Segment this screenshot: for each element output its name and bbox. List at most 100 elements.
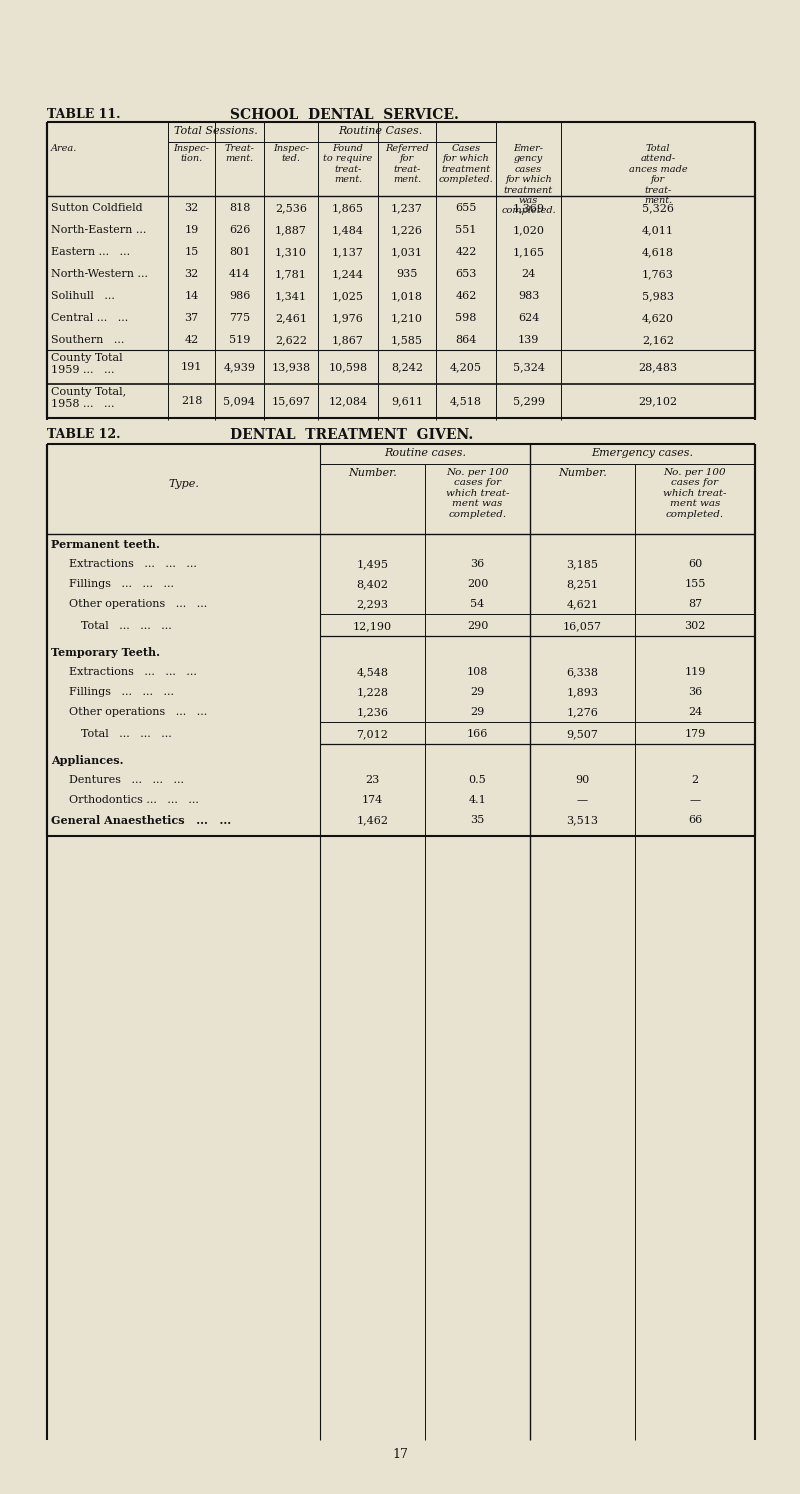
Text: 1,020: 1,020 — [513, 226, 545, 235]
Text: 4,621: 4,621 — [566, 599, 598, 610]
Text: Eastern ...   ...: Eastern ... ... — [51, 247, 130, 257]
Text: 598: 598 — [455, 314, 477, 323]
Text: Extractions   ...   ...   ...: Extractions ... ... ... — [69, 559, 197, 569]
Text: 983: 983 — [518, 291, 539, 300]
Text: 90: 90 — [575, 775, 590, 784]
Text: 4,620: 4,620 — [642, 314, 674, 323]
Text: Fillings   ...   ...   ...: Fillings ... ... ... — [69, 687, 174, 698]
Text: 29,102: 29,102 — [638, 396, 678, 406]
Text: Extractions   ...   ...   ...: Extractions ... ... ... — [69, 666, 197, 677]
Text: DENTAL  TREATMENT  GIVEN.: DENTAL TREATMENT GIVEN. — [230, 427, 474, 442]
Text: 4,939: 4,939 — [223, 362, 255, 372]
Text: Dentures   ...   ...   ...: Dentures ... ... ... — [69, 775, 184, 784]
Text: 17: 17 — [392, 1449, 408, 1461]
Text: 155: 155 — [684, 580, 706, 589]
Text: 24: 24 — [522, 269, 536, 279]
Text: Inspec-
ted.: Inspec- ted. — [273, 143, 309, 163]
Text: 24: 24 — [688, 707, 702, 717]
Text: 87: 87 — [688, 599, 702, 610]
Text: TABLE 11.: TABLE 11. — [47, 108, 121, 121]
Text: 5,983: 5,983 — [642, 291, 674, 300]
Text: —: — — [690, 795, 701, 805]
Text: Total
attend-
ances made
for
treat-
ment.: Total attend- ances made for treat- ment… — [629, 143, 687, 205]
Text: 108: 108 — [467, 666, 488, 677]
Text: 2: 2 — [691, 775, 698, 784]
Text: 4,011: 4,011 — [642, 226, 674, 235]
Text: 1,462: 1,462 — [357, 816, 389, 825]
Text: 36: 36 — [470, 559, 485, 569]
Text: Type.: Type. — [168, 480, 199, 489]
Text: Number.: Number. — [558, 468, 607, 478]
Text: 818: 818 — [229, 203, 250, 214]
Text: 551: 551 — [455, 226, 477, 235]
Text: 191: 191 — [181, 362, 202, 372]
Text: 179: 179 — [684, 729, 706, 740]
Text: 32: 32 — [184, 269, 198, 279]
Text: 12,084: 12,084 — [329, 396, 367, 406]
Text: 8,402: 8,402 — [357, 580, 389, 589]
Text: Total Sessions.: Total Sessions. — [174, 125, 258, 136]
Text: 14: 14 — [184, 291, 198, 300]
Text: 624: 624 — [518, 314, 539, 323]
Text: 119: 119 — [684, 666, 706, 677]
Text: 4.1: 4.1 — [469, 795, 486, 805]
Text: 2,622: 2,622 — [275, 335, 307, 345]
Text: 139: 139 — [518, 335, 539, 345]
Text: 2,293: 2,293 — [357, 599, 389, 610]
Text: 2,536: 2,536 — [275, 203, 307, 214]
Text: 1,781: 1,781 — [275, 269, 307, 279]
Text: 801: 801 — [229, 247, 250, 257]
Text: Orthodontics ...   ...   ...: Orthodontics ... ... ... — [69, 795, 199, 805]
Text: 1,369: 1,369 — [513, 203, 545, 214]
Text: Emer-
gency
cases
for which
treatment
was
completed.: Emer- gency cases for which treatment wa… — [501, 143, 556, 215]
Text: 7,012: 7,012 — [357, 729, 389, 740]
Text: 1,495: 1,495 — [357, 559, 389, 569]
Text: 414: 414 — [229, 269, 250, 279]
Text: 16,057: 16,057 — [563, 622, 602, 630]
Text: 302: 302 — [684, 622, 706, 630]
Text: 200: 200 — [467, 580, 488, 589]
Text: 1,165: 1,165 — [513, 247, 545, 257]
Text: 9,507: 9,507 — [566, 729, 598, 740]
Text: 8,242: 8,242 — [391, 362, 423, 372]
Text: 1,484: 1,484 — [332, 226, 364, 235]
Text: 1,018: 1,018 — [391, 291, 423, 300]
Text: Temporary Teeth.: Temporary Teeth. — [51, 647, 160, 657]
Text: 15: 15 — [184, 247, 198, 257]
Text: 4,618: 4,618 — [642, 247, 674, 257]
Text: 3,185: 3,185 — [566, 559, 598, 569]
Text: Appliances.: Appliances. — [51, 754, 123, 765]
Text: Found
to require
treat-
ment.: Found to require treat- ment. — [323, 143, 373, 184]
Text: 1,887: 1,887 — [275, 226, 307, 235]
Text: Southern   ...: Southern ... — [51, 335, 124, 345]
Text: 1,210: 1,210 — [391, 314, 423, 323]
Text: 1,226: 1,226 — [391, 226, 423, 235]
Text: 935: 935 — [396, 269, 418, 279]
Text: 1,276: 1,276 — [566, 707, 598, 717]
Text: 519: 519 — [229, 335, 250, 345]
Text: 54: 54 — [470, 599, 485, 610]
Text: Central ...   ...: Central ... ... — [51, 314, 128, 323]
Text: 8,251: 8,251 — [566, 580, 598, 589]
Text: 5,326: 5,326 — [642, 203, 674, 214]
Text: 1,867: 1,867 — [332, 335, 364, 345]
Text: 13,938: 13,938 — [271, 362, 310, 372]
Text: TABLE 12.: TABLE 12. — [47, 427, 121, 441]
Text: 1,585: 1,585 — [391, 335, 423, 345]
Text: 66: 66 — [688, 816, 702, 825]
Text: 10,598: 10,598 — [329, 362, 367, 372]
Text: 15,697: 15,697 — [271, 396, 310, 406]
Text: 5,094: 5,094 — [223, 396, 255, 406]
Text: 1,976: 1,976 — [332, 314, 364, 323]
Text: 1,228: 1,228 — [357, 687, 389, 698]
Text: 1,031: 1,031 — [391, 247, 423, 257]
Text: 1,865: 1,865 — [332, 203, 364, 214]
Text: No. per 100
cases for
which treat-
ment was
completed.: No. per 100 cases for which treat- ment … — [446, 468, 510, 518]
Text: 986: 986 — [229, 291, 250, 300]
Text: 4,548: 4,548 — [357, 666, 389, 677]
Text: 166: 166 — [467, 729, 488, 740]
Text: 23: 23 — [366, 775, 380, 784]
Text: 1,310: 1,310 — [275, 247, 307, 257]
Text: 4,205: 4,205 — [450, 362, 482, 372]
Text: 655: 655 — [455, 203, 477, 214]
